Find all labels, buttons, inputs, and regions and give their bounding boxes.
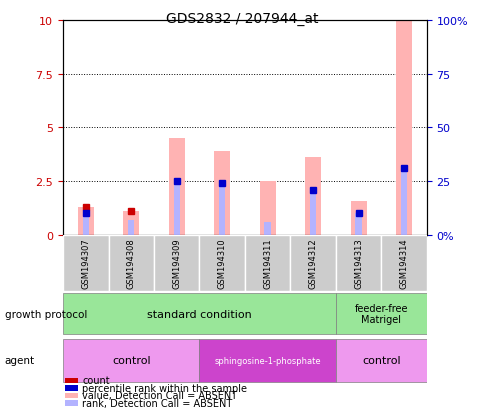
Text: GSM194307: GSM194307 bbox=[81, 238, 90, 289]
FancyBboxPatch shape bbox=[199, 235, 244, 291]
Bar bbox=[214, 152, 230, 235]
Text: GSM194313: GSM194313 bbox=[353, 238, 363, 289]
Text: GSM194310: GSM194310 bbox=[217, 238, 226, 289]
Bar bbox=[168, 139, 184, 235]
Bar bbox=[219, 184, 225, 235]
FancyBboxPatch shape bbox=[335, 339, 426, 382]
Text: control: control bbox=[361, 355, 400, 366]
Text: GSM194309: GSM194309 bbox=[172, 238, 181, 289]
FancyBboxPatch shape bbox=[63, 339, 199, 382]
Bar bbox=[259, 182, 275, 235]
FancyBboxPatch shape bbox=[63, 235, 108, 291]
FancyBboxPatch shape bbox=[335, 235, 380, 291]
Bar bbox=[82, 214, 89, 235]
Text: growth protocol: growth protocol bbox=[5, 309, 87, 319]
Text: rank, Detection Call = ABSENT: rank, Detection Call = ABSENT bbox=[82, 398, 232, 408]
Text: agent: agent bbox=[5, 355, 35, 366]
Bar bbox=[128, 221, 134, 235]
Text: count: count bbox=[82, 375, 110, 385]
Text: value, Detection Call = ABSENT: value, Detection Call = ABSENT bbox=[82, 390, 237, 400]
Text: standard condition: standard condition bbox=[147, 309, 251, 319]
Bar bbox=[395, 21, 411, 235]
Bar bbox=[264, 223, 270, 235]
FancyBboxPatch shape bbox=[244, 235, 290, 291]
Text: GSM194314: GSM194314 bbox=[399, 238, 408, 289]
FancyBboxPatch shape bbox=[63, 293, 335, 335]
Text: control: control bbox=[112, 355, 150, 366]
FancyBboxPatch shape bbox=[380, 235, 426, 291]
FancyBboxPatch shape bbox=[108, 235, 153, 291]
Bar bbox=[355, 214, 361, 235]
Bar bbox=[309, 190, 316, 235]
Bar bbox=[400, 169, 407, 235]
Text: GSM194308: GSM194308 bbox=[126, 238, 136, 289]
Bar bbox=[304, 158, 320, 235]
Bar bbox=[350, 201, 366, 235]
FancyBboxPatch shape bbox=[153, 235, 199, 291]
Bar bbox=[173, 182, 180, 235]
Text: GSM194312: GSM194312 bbox=[308, 238, 317, 289]
Bar bbox=[123, 212, 139, 235]
Bar bbox=[77, 207, 93, 235]
Text: percentile rank within the sample: percentile rank within the sample bbox=[82, 383, 247, 393]
FancyBboxPatch shape bbox=[290, 235, 335, 291]
FancyBboxPatch shape bbox=[199, 339, 335, 382]
Text: feeder-free
Matrigel: feeder-free Matrigel bbox=[354, 303, 407, 325]
Text: GDS2832 / 207944_at: GDS2832 / 207944_at bbox=[166, 12, 318, 26]
Text: GSM194311: GSM194311 bbox=[263, 238, 272, 289]
FancyBboxPatch shape bbox=[335, 293, 426, 335]
Text: sphingosine-1-phosphate: sphingosine-1-phosphate bbox=[214, 356, 320, 365]
